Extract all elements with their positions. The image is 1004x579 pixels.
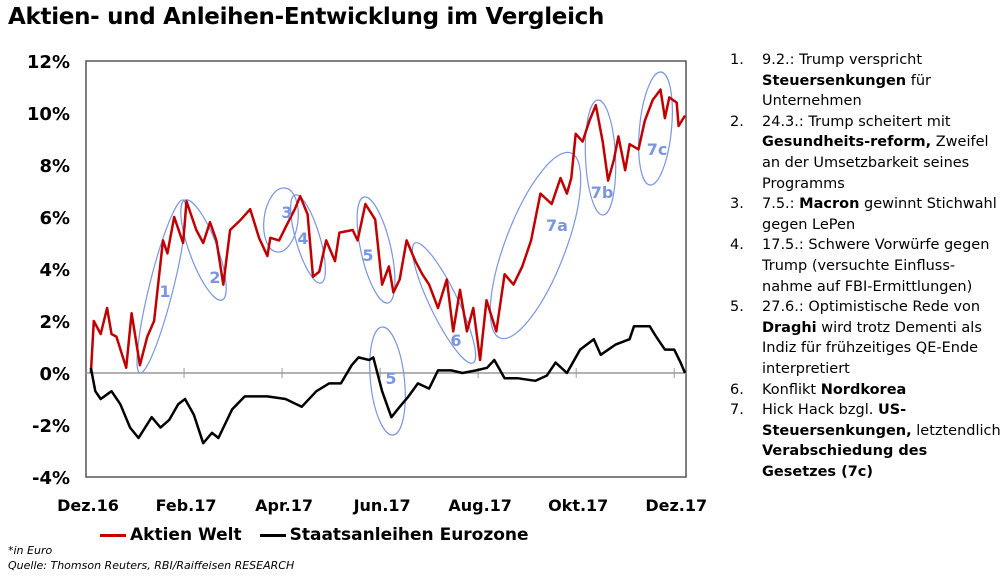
x-tick-label: Aug.17 — [448, 496, 512, 515]
event-text: 27.6.: Optimistische Rede von Draghi wir… — [762, 297, 1004, 379]
event-text: Hick Hack bzgl. US-Steuersenkungen, letz… — [762, 400, 1004, 482]
legend-label: Aktien Welt — [130, 525, 242, 545]
annotation-ellipse — [638, 71, 673, 186]
y-tick-label: -2% — [32, 416, 70, 437]
series-line-bonds — [89, 324, 687, 445]
event-text: 9.2.: Trump verspricht Steuersenkungen f… — [762, 50, 1004, 112]
source-note: Quelle: Thomson Reuters, RBI/Raiffeisen … — [8, 559, 295, 572]
event-number: 5. — [730, 299, 744, 316]
x-tick-label: Jun.17 — [353, 496, 411, 515]
event-number: 6. — [730, 381, 744, 398]
chart-title: Aktien- und Anleihen-Entwicklung im Verg… — [8, 4, 605, 30]
currency-note: *in Euro — [8, 544, 53, 557]
annotation-ellipse — [136, 199, 187, 374]
event-item: 5. 27.6.: Optimistische Rede von Draghi w… — [718, 297, 1004, 379]
event-text-bold: US-Steuersenkungen, — [762, 402, 912, 439]
event-text: 7.5.: Macron gewinnt Stichwahl gegen LeP… — [762, 194, 1004, 235]
annotation-label: 2 — [209, 268, 220, 287]
event-number: 4. — [730, 237, 744, 254]
annotation-ellipse — [411, 242, 477, 364]
annotation-label: 7b — [591, 183, 614, 202]
event-text-part: letztendlich — [911, 422, 1001, 439]
annotation-ellipse — [290, 194, 326, 284]
event-list: 1. 9.2.: Trump verspricht Steuersenkungen… — [718, 50, 1004, 482]
event-text-part: 9.2.: Trump verspricht — [762, 52, 923, 68]
footnote: *in Euro Quelle: Thomson Reuters, RBI/Ra… — [8, 542, 294, 575]
legend: Aktien Welt Staatsanleihen Eurozone — [100, 525, 547, 545]
legend-swatch-stocks — [100, 533, 126, 537]
y-tick-label: 12% — [27, 52, 70, 73]
x-tick-label: Dez.16 — [57, 496, 119, 515]
event-text-part: 27.6.: Optimistische Rede von — [762, 299, 981, 316]
y-tick-label: 0% — [39, 364, 70, 385]
event-text-bold: Nordkorea — [820, 381, 907, 398]
event-text: Konflikt Nordkorea — [762, 380, 1004, 401]
annotation-label: 1 — [159, 282, 170, 301]
event-item: 1. 9.2.: Trump verspricht Steuersenkungen… — [718, 50, 1004, 112]
event-text-part: 7.5.: — [762, 196, 800, 213]
y-tick-label: -4% — [32, 468, 70, 489]
event-text-part: gewinnt Stichwahl gegen LePen — [762, 196, 997, 233]
event-number: 2. — [730, 113, 744, 130]
event-text-part: 24.3.: Trump scheitert mit — [762, 113, 951, 130]
event-text-bold: Verabschiedung des Gesetzes (7c) — [762, 443, 928, 480]
legend-label: Staatsanleihen Eurozone — [289, 525, 529, 545]
y-tick-label: 6% — [39, 208, 70, 229]
event-text-bold: Draghi — [762, 319, 817, 336]
event-number: 3. — [730, 196, 744, 213]
y-tick-label: 10% — [27, 104, 70, 125]
x-tick-label: Okt.17 — [548, 496, 608, 515]
event-text-part: 17.5.: Schwere Vorwürfe gegen Trump (ver… — [762, 237, 990, 295]
annotation-label: 3 — [281, 203, 292, 222]
event-text-bold: Gesundheits-reform, — [762, 134, 932, 151]
event-item: 7. Hick Hack bzgl. US-Steuersenkungen, le… — [718, 400, 1004, 482]
annotation-ellipse — [369, 326, 406, 436]
event-item: 3. 7.5.: Macron gewinnt Stichwahl gegen L… — [718, 194, 1004, 235]
annotation-label: 7a — [546, 216, 568, 235]
x-tick-label: Apr.17 — [255, 496, 313, 515]
x-tick-label: Dez.17 — [645, 496, 707, 515]
legend-swatch-bonds — [259, 533, 286, 537]
annotation-label: 5 — [385, 369, 396, 388]
annotation-ellipse — [489, 151, 582, 340]
plot-frame — [85, 60, 687, 478]
event-text-part: wird trotz Dementi als Indiz für frühzei… — [762, 319, 982, 377]
annotation-ellipse — [263, 187, 299, 253]
event-text-part: Hick Hack bzgl. — [762, 402, 878, 419]
legend-item-stocks: Aktien Welt — [100, 525, 242, 545]
event-item: 6. Konflikt Nordkorea — [718, 380, 1004, 401]
annotation-label: 4 — [297, 229, 308, 248]
event-item: 4. 17.5.: Schwere Vorwürfe gegen Trump (v… — [718, 235, 1004, 297]
annotation-label: 6 — [450, 331, 461, 350]
y-tick-label: 8% — [39, 156, 70, 177]
x-tick-label: Feb.17 — [156, 496, 217, 515]
event-text-part: Konflikt — [762, 381, 821, 398]
event-text: 24.3.: Trump scheitert mit Gesundheits-r… — [762, 112, 1004, 194]
series-line-stocks — [89, 88, 687, 374]
event-number: 1. — [730, 52, 744, 68]
event-number: 7. — [730, 402, 744, 419]
y-tick-label: 4% — [39, 260, 70, 281]
event-text-part: Zweifel an der Umsetzbarkeit seines Prog… — [762, 134, 989, 192]
annotation-label: 5 — [362, 246, 373, 265]
annotation-label: 7c — [647, 140, 668, 159]
event-text-bold: Steuersenkungen — [762, 72, 907, 89]
annotation-ellipse — [356, 196, 396, 304]
legend-item-bonds: Staatsanleihen Eurozone — [259, 525, 529, 545]
event-item: 2. 24.3.: Trump scheitert mit Gesundheits… — [718, 112, 1004, 194]
event-text-bold: Macron — [799, 196, 860, 213]
event-text: 17.5.: Schwere Vorwürfe gegen Trump (ver… — [762, 235, 1004, 297]
event-text-part: für Unternehmen — [762, 72, 932, 110]
y-tick-label: 2% — [39, 312, 70, 333]
